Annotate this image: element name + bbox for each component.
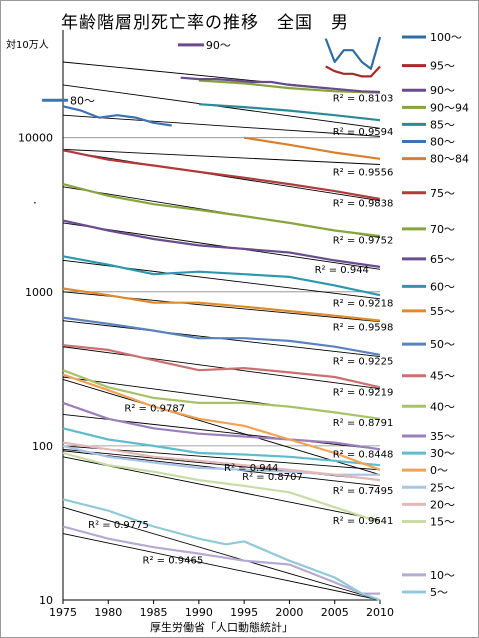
series-line-1 — [325, 65, 381, 78]
r-squared-label: R² = 0.9218 — [333, 298, 394, 309]
legend-label: 80～ — [430, 136, 455, 149]
trendline — [62, 114, 381, 137]
r-squared-label: R² = 0.9594 — [333, 127, 394, 138]
trendline — [62, 379, 381, 476]
r-squared-label: R² = 0.944 — [315, 265, 369, 276]
series-line-14 — [62, 369, 381, 420]
legend-label: 0～ — [430, 464, 448, 477]
legend-label: 30～ — [430, 447, 455, 460]
r-squared-label: R² = 0.8707 — [242, 472, 303, 483]
y-tick-label: 100 — [32, 440, 53, 453]
legend-label: 10～ — [430, 569, 455, 582]
series-line-13 — [62, 344, 381, 389]
series-line-8 — [62, 183, 381, 238]
x-tick-label: 2000 — [275, 606, 303, 619]
chart-title: 年齢階層別死亡率の推移 全国 男 — [61, 13, 349, 33]
series-line-6 — [62, 105, 172, 127]
x-tick-label: 1980 — [94, 606, 122, 619]
y-axis-unit-label: 対10万人 — [6, 40, 49, 51]
r-squared-label: R² = 0.8791 — [333, 418, 394, 429]
series-line-0 — [324, 36, 382, 70]
r-squared-label: R² = 0.944 — [224, 463, 278, 474]
legend-label: 25～ — [430, 481, 455, 494]
series-line-2 — [198, 79, 381, 94]
legend-label: 90～ — [430, 84, 455, 97]
series-line-12 — [62, 316, 381, 356]
legend-label: 80～84 — [430, 153, 469, 166]
trendline — [62, 533, 381, 601]
legend-label: 95～ — [430, 60, 455, 73]
x-tick-label: 2005 — [321, 606, 349, 619]
series-line-10 — [62, 255, 381, 297]
legend-label: 70～ — [430, 223, 455, 236]
r-squared-label: R² = 0.7495 — [333, 486, 394, 497]
y-tick-label: 1000 — [25, 286, 53, 299]
series-line-15 — [62, 401, 381, 451]
x-tick-label: 1990 — [185, 606, 213, 619]
series-line-5 — [243, 136, 381, 160]
legend-label: 75～ — [430, 187, 455, 200]
r-squared-label: R² = 0.9775 — [88, 520, 149, 531]
legend-label: 50～ — [430, 338, 455, 351]
legend-label: 90～94 — [430, 101, 469, 114]
r-squared-label: R² = 0.9787 — [124, 403, 185, 414]
series-line-3 — [180, 76, 381, 94]
y-tick-label: 10000 — [18, 132, 53, 145]
r-squared-label: R² = 0.9838 — [333, 199, 394, 210]
legend-label: 5～ — [430, 586, 448, 599]
x-tick-label: 1995 — [230, 606, 258, 619]
legend-label: 45～ — [430, 370, 455, 383]
r-squared-label: R² = 0.9219 — [333, 388, 394, 399]
series-line-9 — [62, 219, 381, 268]
series-line-16 — [62, 427, 381, 467]
inline-label: 90～ — [206, 39, 231, 52]
r-squared-label: R² = 0.9465 — [143, 556, 204, 567]
x-tick-label: 1975 — [49, 606, 77, 619]
series-line-7 — [62, 149, 381, 201]
r-squared-label: R² = 0.8103 — [333, 94, 394, 105]
trendline — [62, 346, 381, 390]
legend-label: 20～ — [430, 498, 455, 511]
x-tick-label: 2010 — [366, 606, 394, 619]
r-squared-label: R² = 0.9598 — [333, 322, 394, 333]
inline-label: 80～ — [70, 94, 95, 107]
series-line-22 — [62, 498, 381, 602]
legend-label: 35～ — [430, 430, 455, 443]
series-line-20 — [62, 451, 381, 524]
r-squared-label: R² = 0.8448 — [333, 449, 394, 460]
legend-label: 40～ — [430, 400, 455, 413]
source-note: 厚生労働省「人口動態統計」 — [150, 621, 293, 634]
legend-label: 15～ — [430, 515, 455, 528]
series-line-17 — [62, 373, 381, 471]
trendline — [62, 506, 381, 601]
legend-label: 55～ — [430, 305, 455, 318]
series-line-21 — [62, 525, 380, 595]
r-squared-label: R² = 0.9225 — [333, 356, 394, 367]
legend-label: 85～ — [430, 118, 455, 131]
series-line-11 — [62, 287, 381, 322]
y-tick-label: 10 — [39, 594, 53, 607]
r-squared-label: R² = 0.9641 — [333, 516, 394, 527]
series-line-4 — [198, 103, 381, 122]
r-squared-label: R² = 0.9556 — [333, 167, 394, 178]
legend-label: 65～ — [430, 253, 455, 266]
x-tick-label: 1985 — [140, 606, 168, 619]
series-line-19 — [62, 441, 381, 482]
stray-mark: · — [33, 196, 37, 210]
legend-label: 60～ — [430, 280, 455, 293]
trendline — [62, 148, 381, 165]
r-squared-label: R² = 0.9752 — [333, 235, 394, 246]
legend-label: 100～ — [430, 31, 462, 44]
